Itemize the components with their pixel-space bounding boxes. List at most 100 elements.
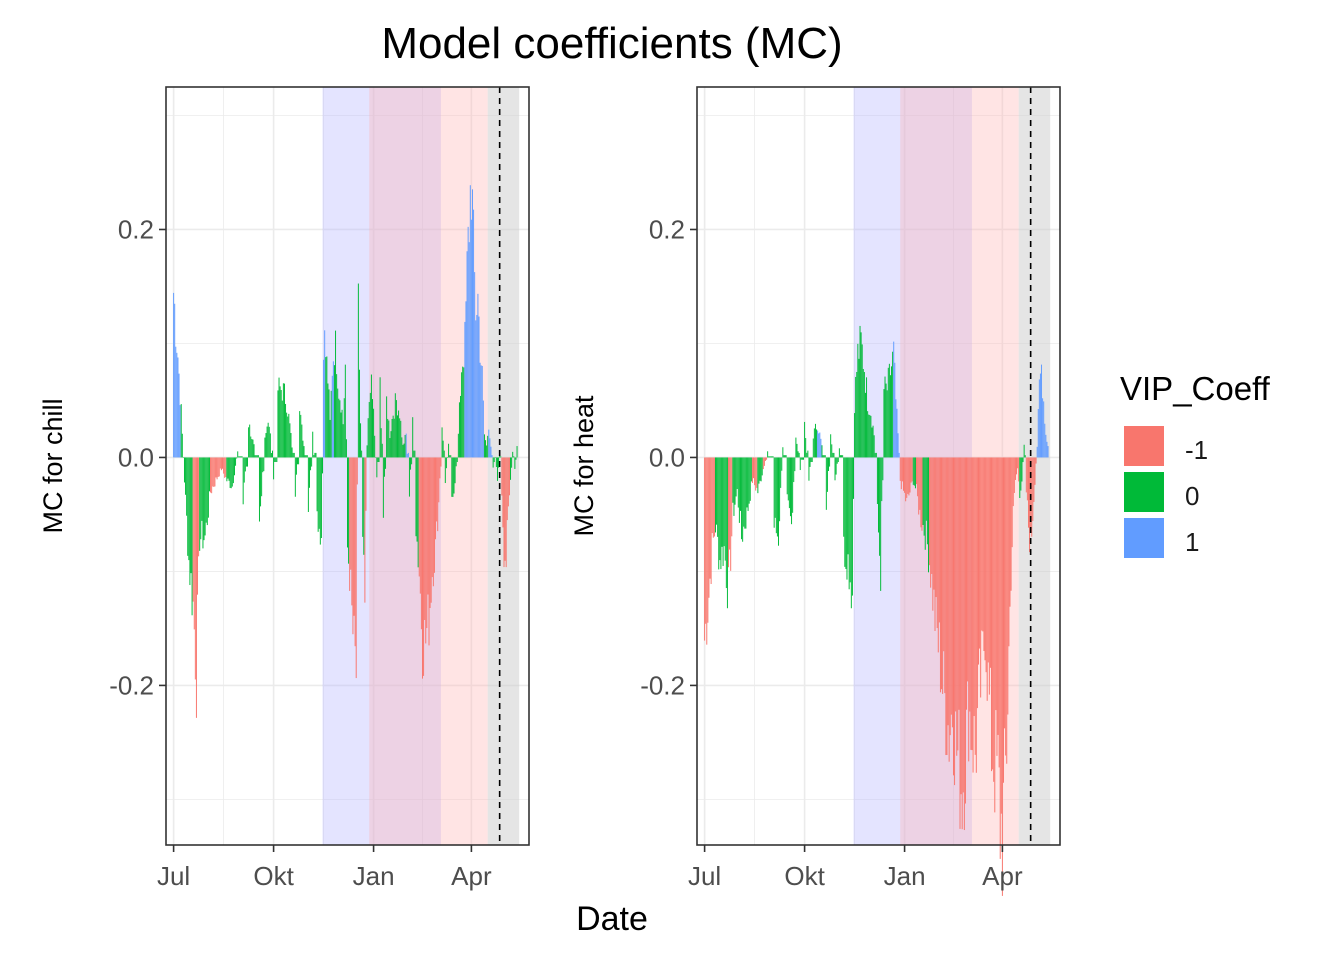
heat-coefficient-bar bbox=[908, 457, 910, 496]
chill-y-tick-label: -0.2 bbox=[109, 670, 154, 700]
heat-coefficient-bar bbox=[774, 457, 776, 518]
chill-coefficient-bar bbox=[235, 457, 237, 466]
heat-coefficient-bar bbox=[891, 366, 893, 458]
chill-coefficient-bar bbox=[273, 457, 275, 480]
chill-coefficient-bar bbox=[495, 457, 497, 467]
heat-coefficient-bar bbox=[814, 423, 816, 458]
chill-coefficient-bar bbox=[474, 272, 476, 458]
chill-coefficient-bar bbox=[258, 457, 260, 522]
chill-coefficient-bar bbox=[195, 457, 197, 718]
chill-coefficient-bar bbox=[200, 457, 202, 540]
heat-coefficient-bar bbox=[904, 457, 906, 493]
heat-coefficient-bar bbox=[986, 457, 988, 701]
heat-coefficient-bar bbox=[946, 457, 948, 755]
chill-coefficient-bar bbox=[276, 457, 278, 463]
heat-x-tick-label: Okt bbox=[784, 861, 825, 891]
heat-coefficient-bar bbox=[846, 457, 848, 580]
chill-coefficient-bar bbox=[490, 446, 492, 458]
chill-coefficient-bar bbox=[463, 367, 465, 458]
chill-coefficient-bar bbox=[353, 457, 355, 616]
heat-coefficient-bar bbox=[856, 371, 858, 458]
heat-coefficient-bar bbox=[880, 457, 882, 591]
heat-coefficient-bar bbox=[776, 457, 778, 537]
chart-title: Model coefficients (MC) bbox=[381, 19, 842, 68]
chill-coefficient-bar bbox=[420, 457, 422, 630]
heat-coefficient-bar bbox=[866, 377, 868, 458]
chill-coefficient-bar bbox=[373, 408, 375, 458]
chill-coefficient-bar bbox=[266, 426, 268, 458]
heat-coefficient-bar bbox=[917, 457, 919, 497]
heat-coefficient-bar bbox=[738, 457, 740, 523]
heat-coefficient-bar bbox=[1010, 457, 1012, 591]
heat-coefficient-bar bbox=[734, 457, 736, 505]
heat-coefficient-bar bbox=[784, 455, 786, 458]
chill-coefficient-bar bbox=[193, 457, 195, 630]
heat-coefficient-bar bbox=[760, 457, 762, 482]
heat-coefficient-bar bbox=[718, 457, 720, 570]
heat-coefficient-bar bbox=[982, 457, 984, 632]
chill-coefficient-bar bbox=[206, 457, 208, 526]
heat-coefficient-bar bbox=[934, 457, 936, 632]
heat-coefficient-bar bbox=[763, 457, 765, 466]
chill-coefficient-bar bbox=[440, 457, 442, 467]
heat-coefficient-bar bbox=[960, 457, 962, 795]
heat-coefficient-bar bbox=[743, 457, 745, 527]
chill-coefficient-bar bbox=[181, 433, 183, 458]
chill-coefficient-bar bbox=[458, 402, 460, 458]
chill-coefficient-bar bbox=[423, 457, 425, 676]
heat-coefficient-bar bbox=[742, 457, 744, 542]
heat-coefficient-bar bbox=[868, 414, 870, 458]
chill-coefficient-bar bbox=[189, 457, 191, 586]
chill-coefficient-bar bbox=[381, 443, 383, 458]
heat-coefficient-bar bbox=[1011, 457, 1013, 548]
chill-coefficient-bar bbox=[415, 457, 417, 537]
chill-coefficient-bar bbox=[179, 405, 181, 458]
legend-label-0: 0 bbox=[1185, 481, 1199, 511]
heat-coefficient-bar bbox=[975, 457, 977, 773]
heat-coefficient-bar bbox=[875, 452, 877, 458]
heat-coefficient-bar bbox=[976, 457, 978, 709]
heat-coefficient-bar bbox=[848, 457, 850, 590]
heat-coefficient-bar bbox=[983, 457, 985, 651]
chill-coefficient-bar bbox=[366, 445, 368, 458]
chill-coefficient-bar bbox=[351, 457, 353, 606]
heat-coefficient-bar bbox=[732, 457, 734, 503]
heat-coefficient-bar bbox=[811, 457, 813, 463]
heat-coefficient-bar bbox=[829, 457, 831, 467]
chill-coefficient-bar bbox=[408, 457, 410, 497]
heat-coefficient-bar bbox=[794, 457, 796, 472]
heat-coefficient-bar bbox=[804, 421, 806, 458]
chill-coefficient-bar bbox=[461, 372, 463, 458]
chill-coefficient-bar bbox=[488, 429, 490, 458]
heat-coefficient-bar bbox=[733, 457, 735, 516]
heat-coefficient-bar bbox=[1027, 457, 1029, 528]
chill-coefficient-bar bbox=[204, 457, 206, 536]
chill-coefficient-bar bbox=[462, 366, 464, 458]
heat-coefficient-bar bbox=[834, 457, 836, 481]
chill-coefficient-bar bbox=[471, 189, 473, 458]
chill-coefficient-bar bbox=[425, 457, 427, 644]
chill-panel: -0.2 0.0 0.2 Jul Okt Jan Apr MC for chill bbox=[38, 86, 530, 891]
chill-coefficient-bar bbox=[505, 457, 507, 568]
chill-coefficient-bar bbox=[370, 374, 372, 458]
chill-coefficient-bar bbox=[201, 457, 203, 521]
heat-coefficient-bar bbox=[892, 351, 894, 458]
heat-coefficient-bar bbox=[1017, 457, 1019, 469]
chill-coefficient-bar bbox=[477, 293, 479, 458]
heat-coefficient-bar bbox=[709, 457, 711, 579]
chill-coefficient-bar bbox=[226, 457, 228, 482]
heat-coefficient-bar bbox=[962, 457, 964, 793]
chill-coefficient-bar bbox=[414, 450, 416, 458]
chill-coefficient-bar bbox=[397, 415, 398, 458]
heat-coefficient-bar bbox=[1038, 379, 1040, 458]
heat-coefficient-bar bbox=[825, 457, 827, 510]
chill-coefficient-bar bbox=[291, 447, 293, 458]
chill-coefficient-bar bbox=[429, 457, 431, 609]
chill-coefficient-bar bbox=[493, 457, 495, 463]
heat-coefficient-bar bbox=[883, 389, 885, 458]
heat-coefficient-bar bbox=[756, 457, 758, 488]
chill-coefficient-bar bbox=[313, 455, 315, 458]
chill-coefficient-bar bbox=[251, 439, 253, 458]
chill-coefficient-bar bbox=[399, 418, 401, 458]
heat-coefficient-bar bbox=[1032, 457, 1034, 521]
